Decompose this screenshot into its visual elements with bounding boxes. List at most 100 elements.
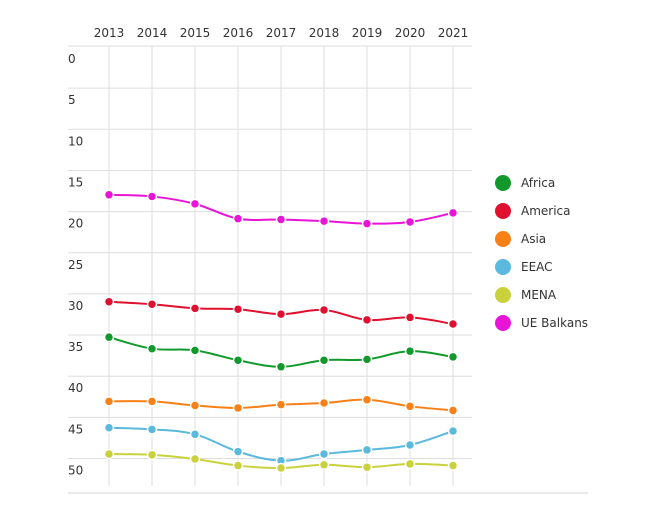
point-eeac-2018[interactable] xyxy=(318,448,330,460)
point-ue-balkans-2018[interactable] xyxy=(318,215,330,227)
point-asia-2020[interactable] xyxy=(404,401,416,412)
point-asia-2019[interactable] xyxy=(361,394,373,405)
point-mena-2020[interactable] xyxy=(404,458,416,470)
y-tick-5: 5 xyxy=(68,93,76,107)
x-tick-2019: 2019 xyxy=(352,26,383,40)
x-tick-2021: 2021 xyxy=(438,26,469,40)
series-asia xyxy=(103,394,459,416)
y-tick-35: 35 xyxy=(68,340,83,354)
point-asia-2014[interactable] xyxy=(146,396,158,407)
point-ue-balkans-2020[interactable] xyxy=(404,216,416,228)
point-eeac-2021[interactable] xyxy=(447,425,459,437)
y-tick-10: 10 xyxy=(68,134,83,148)
legend-swatch-eeac xyxy=(495,259,511,275)
point-africa-2020[interactable] xyxy=(404,345,416,357)
point-africa-2019[interactable] xyxy=(361,354,373,365)
legend-label-america: America xyxy=(521,204,571,218)
legend-item-asia[interactable]: Asia xyxy=(495,231,546,247)
legend-item-eeac[interactable]: EEAC xyxy=(495,259,553,275)
y-tick-30: 30 xyxy=(68,299,83,313)
point-asia-2017[interactable] xyxy=(275,399,287,410)
point-mena-2016[interactable] xyxy=(232,460,244,471)
series-lines xyxy=(103,189,459,474)
legend-swatch-africa xyxy=(495,175,511,191)
legend-item-africa[interactable]: Africa xyxy=(495,175,555,191)
point-africa-2015[interactable] xyxy=(189,345,201,356)
series-eeac xyxy=(103,422,459,466)
point-america-2013[interactable] xyxy=(103,296,115,308)
legend-swatch-america xyxy=(495,203,511,219)
point-mena-2017[interactable] xyxy=(275,462,287,474)
point-ue-balkans-2016[interactable] xyxy=(232,213,244,224)
point-eeac-2019[interactable] xyxy=(361,444,373,456)
point-ue-balkans-2013[interactable] xyxy=(103,189,115,201)
point-africa-2014[interactable] xyxy=(146,343,158,354)
legend-item-mena[interactable]: MENA xyxy=(495,287,557,303)
point-eeac-2016[interactable] xyxy=(232,446,244,457)
y-tick-15: 15 xyxy=(68,175,83,189)
point-ue-balkans-2014[interactable] xyxy=(146,191,158,202)
legend: Africa America Asia EEAC MENA UE Balkans xyxy=(495,175,588,331)
point-africa-2013[interactable] xyxy=(103,331,115,343)
point-eeac-2014[interactable] xyxy=(146,424,158,435)
point-mena-2018[interactable] xyxy=(318,459,330,470)
point-america-2019[interactable] xyxy=(361,314,373,326)
point-america-2014[interactable] xyxy=(146,299,158,310)
point-mena-2019[interactable] xyxy=(361,461,373,473)
x-tick-2018: 2018 xyxy=(309,26,340,40)
point-asia-2021[interactable] xyxy=(447,405,459,416)
point-america-2016[interactable] xyxy=(232,303,244,315)
point-eeac-2015[interactable] xyxy=(189,429,201,440)
series-africa xyxy=(103,331,459,373)
y-tick-50: 50 xyxy=(68,464,83,478)
y-tick-20: 20 xyxy=(68,217,83,231)
point-eeac-2020[interactable] xyxy=(404,439,416,451)
point-africa-2018[interactable] xyxy=(318,354,330,366)
y-tick-0: 0 xyxy=(68,52,76,66)
x-tick-2014: 2014 xyxy=(137,26,168,40)
x-tick-2016: 2016 xyxy=(223,26,254,40)
point-asia-2013[interactable] xyxy=(103,396,115,407)
series-america xyxy=(103,296,459,330)
legend-item-america[interactable]: America xyxy=(495,203,571,219)
point-america-2015[interactable] xyxy=(189,303,201,314)
legend-label-africa: Africa xyxy=(521,176,555,190)
point-eeac-2013[interactable] xyxy=(103,422,115,433)
legend-label-mena: MENA xyxy=(521,288,557,302)
y-tick-25: 25 xyxy=(68,258,83,272)
point-asia-2018[interactable] xyxy=(318,397,330,409)
legend-label-eeac: EEAC xyxy=(521,260,553,274)
point-america-2021[interactable] xyxy=(447,318,459,330)
y-tick-40: 40 xyxy=(68,381,83,395)
x-tick-2015: 2015 xyxy=(180,26,211,40)
grid xyxy=(68,45,588,494)
legend-label-asia: Asia xyxy=(521,232,546,246)
axes: 2013 2014 2015 2016 2017 2018 2019 2020 20210510… xyxy=(68,26,468,478)
point-asia-2016[interactable] xyxy=(232,402,244,414)
series-mena xyxy=(103,448,459,474)
point-ue-balkans-2015[interactable] xyxy=(189,198,201,210)
point-ue-balkans-2019[interactable] xyxy=(361,218,373,229)
point-mena-2013[interactable] xyxy=(103,448,115,460)
point-asia-2015[interactable] xyxy=(189,400,201,411)
point-africa-2016[interactable] xyxy=(232,354,244,366)
point-mena-2015[interactable] xyxy=(189,453,201,465)
point-mena-2021[interactable] xyxy=(447,460,459,471)
x-tick-2013: 2013 xyxy=(94,26,125,40)
x-tick-2020: 2020 xyxy=(395,26,426,40)
point-africa-2017[interactable] xyxy=(275,361,287,373)
point-america-2020[interactable] xyxy=(404,312,416,323)
x-tick-2017: 2017 xyxy=(266,26,297,40)
legend-swatch-asia xyxy=(495,231,511,247)
legend-swatch-ue-balkans xyxy=(495,315,511,331)
point-mena-2014[interactable] xyxy=(146,449,158,461)
point-america-2018[interactable] xyxy=(318,304,330,316)
y-tick-45: 45 xyxy=(68,422,83,436)
point-africa-2021[interactable] xyxy=(447,351,459,363)
point-ue-balkans-2021[interactable] xyxy=(447,207,459,219)
point-ue-balkans-2017[interactable] xyxy=(275,214,287,225)
point-america-2017[interactable] xyxy=(275,308,287,320)
legend-item-ue-balkans[interactable]: UE Balkans xyxy=(495,315,588,331)
